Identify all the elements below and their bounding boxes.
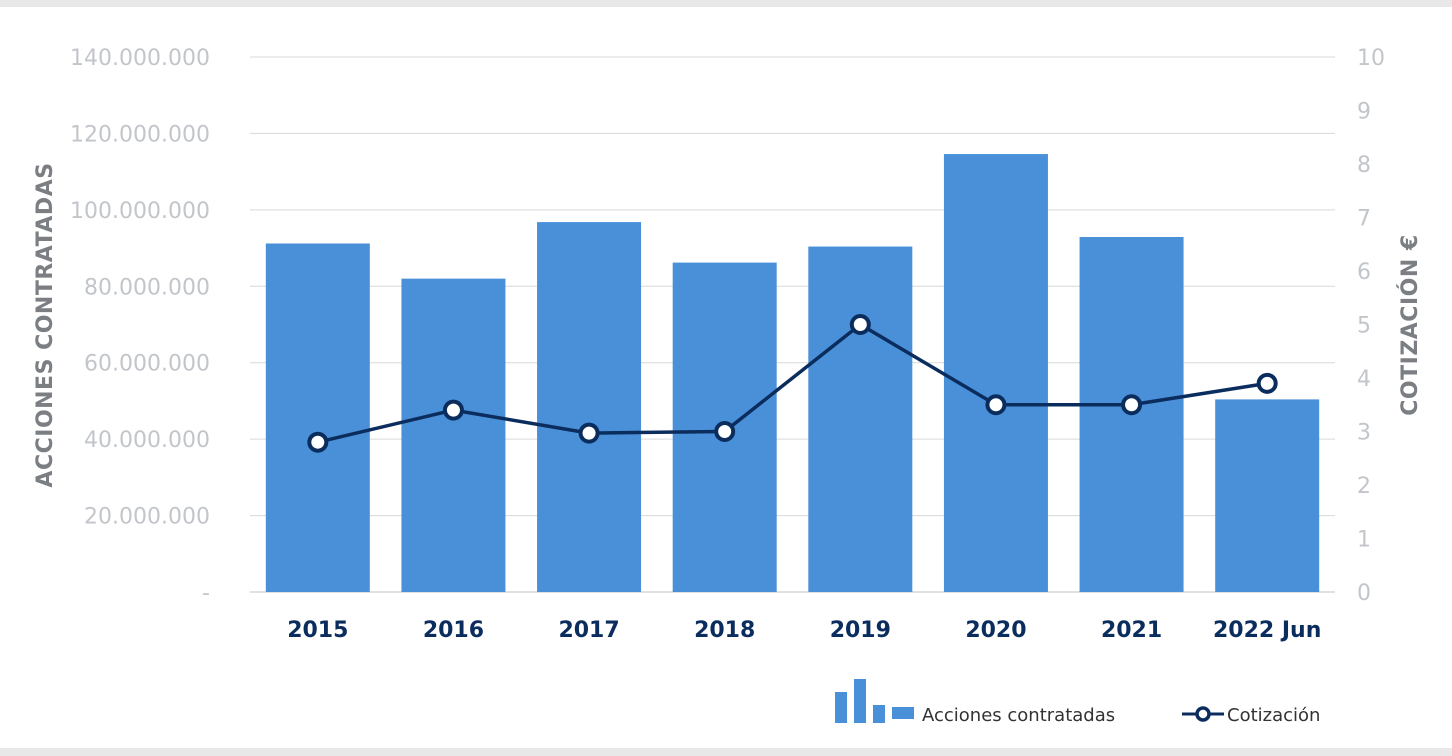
bar-2015 [265, 243, 370, 592]
right-tick-label: 2 [1357, 474, 1371, 499]
x-tick-label: 2022 Jun [1213, 618, 1321, 643]
bar-2019 [808, 246, 913, 593]
left-tick-label: 40.000.000 [84, 428, 210, 453]
left-axis-ticks: - 20.000.000 40.000.000 60.000.000 80.000.00… [70, 46, 210, 606]
x-tick-label: 2015 [287, 618, 348, 643]
right-tick-label: 1 [1357, 528, 1371, 553]
price-point-2016 [442, 399, 464, 421]
left-tick-label: 100.000.000 [70, 199, 210, 224]
price-point-2019 [849, 314, 871, 335]
x-tick-label: 2020 [965, 618, 1026, 643]
x-tick-label: 2018 [694, 618, 755, 643]
left-tick-label: 120.000.000 [70, 122, 210, 147]
bar-2017 [537, 222, 642, 593]
left-tick-label: - [202, 581, 210, 606]
legend-label-acciones: Acciones contratadas [922, 705, 1115, 726]
right-tick-label: 8 [1357, 153, 1371, 178]
left-tick-label: 140.000.000 [70, 46, 210, 71]
right-tick-label: 0 [1357, 581, 1371, 606]
bar-2020 [943, 154, 1048, 593]
price-line [307, 314, 1278, 453]
left-tick-label: 80.000.000 [84, 275, 210, 300]
bottom-rule [0, 748, 1452, 756]
right-tick-label: 5 [1357, 314, 1371, 339]
right-tick-label: 6 [1357, 260, 1371, 285]
price-line-path [317, 322, 1268, 444]
price-point-2020 [985, 394, 1007, 416]
x-tick-label: 2016 [423, 618, 484, 643]
x-tick-label: 2019 [830, 618, 891, 643]
legend: Acciones contratadas Cotización [835, 679, 1320, 726]
legend-line-swatch [1182, 706, 1224, 722]
price-point-2017 [578, 422, 600, 444]
price-point-2022-jun [1256, 372, 1278, 394]
price-point-2015 [307, 431, 329, 453]
legend-label-cotizacion: Cotización [1227, 705, 1320, 726]
x-axis-ticks: 2015 2016 2017 2018 2019 2020 2021 2022 Jun [287, 618, 1321, 643]
legend-bar-swatch [835, 679, 914, 723]
right-tick-label: 7 [1357, 207, 1371, 232]
left-tick-label: 20.000.000 [84, 505, 210, 530]
right-axis-ticks: 0 1 2 3 4 5 6 7 8 9 10 [1357, 46, 1385, 606]
right-tick-label: 4 [1357, 367, 1371, 392]
bar-2022-jun [1215, 399, 1320, 592]
right-axis-title: COTIZACIÓN € [1397, 234, 1423, 415]
right-tick-label: 3 [1357, 421, 1371, 446]
price-point-2021 [1121, 394, 1143, 416]
left-tick-label: 60.000.000 [84, 352, 210, 377]
bars [265, 154, 1320, 593]
price-point-2018 [714, 421, 736, 442]
top-rule [0, 0, 1452, 7]
left-axis-title: ACCIONES CONTRATADAS [33, 162, 58, 487]
bar-2016 [401, 278, 506, 592]
right-tick-label: 10 [1357, 46, 1385, 71]
right-tick-label: 9 [1357, 100, 1371, 125]
x-tick-label: 2021 [1101, 618, 1162, 643]
x-tick-label: 2017 [558, 618, 619, 643]
